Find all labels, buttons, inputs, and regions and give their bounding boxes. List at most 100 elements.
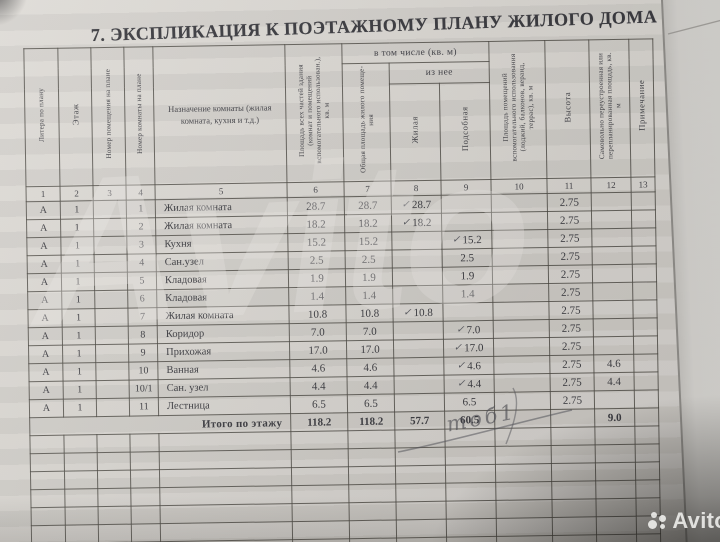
cell-col8 bbox=[392, 285, 443, 304]
cell-col10 bbox=[493, 373, 551, 393]
cell-col7: 7.0 bbox=[346, 321, 394, 341]
empty-cell bbox=[159, 449, 292, 470]
empty-cell bbox=[64, 452, 98, 472]
empty-cell bbox=[64, 488, 99, 508]
cell-col4: 8 bbox=[128, 325, 158, 345]
cell-col5: Кладовая bbox=[156, 287, 289, 308]
empty-cell bbox=[159, 467, 292, 488]
cell-col8: ✓ 28.7 bbox=[391, 195, 442, 214]
cell-col9: ✓ 7.0 bbox=[443, 320, 494, 340]
column-number: 9 bbox=[440, 179, 492, 196]
empty-cell bbox=[159, 485, 293, 506]
cell-col12 bbox=[594, 390, 635, 409]
cell-col13 bbox=[633, 371, 659, 391]
column-number: 13 bbox=[630, 176, 656, 193]
cell-col10 bbox=[492, 247, 549, 267]
empty-cell bbox=[63, 434, 98, 454]
empty-cell bbox=[550, 426, 596, 446]
cell-col5: Ванная bbox=[157, 359, 291, 380]
cell-col13 bbox=[632, 299, 658, 319]
cell-col10 bbox=[491, 211, 548, 231]
column-number: 8 bbox=[390, 180, 442, 196]
empty-cell bbox=[495, 481, 552, 501]
empty-cell bbox=[495, 463, 552, 483]
empty-cell bbox=[396, 519, 447, 538]
empty-cell bbox=[31, 507, 66, 526]
empty-cell bbox=[594, 426, 636, 445]
cell-col3 bbox=[93, 200, 127, 219]
cell-col4: 10 bbox=[128, 361, 159, 381]
cell-col12 bbox=[591, 228, 633, 247]
empty-cell bbox=[130, 451, 160, 471]
cell-col2: 1 bbox=[63, 398, 97, 418]
col-header-5: Назначение комнаты (жилая комната, кухня… bbox=[152, 44, 287, 185]
cell-col13 bbox=[631, 209, 656, 229]
cell-col8 bbox=[391, 231, 443, 250]
pencil-checkmark: ✓ bbox=[456, 359, 466, 371]
empty-cell bbox=[445, 500, 497, 520]
column-number: 11 bbox=[546, 177, 592, 194]
empty-cell bbox=[29, 435, 65, 454]
cell-col11: 2.75 bbox=[548, 300, 594, 320]
col-header-6: Площадь всех частей здания (комнат и пом… bbox=[284, 43, 344, 183]
cell-col11: 2.75 bbox=[548, 246, 593, 266]
cell-col4: 5 bbox=[127, 271, 157, 291]
cell-col11: 2.75 bbox=[547, 192, 592, 212]
cell-col7: 15.2 bbox=[344, 231, 393, 251]
cell-col7: 28.7 bbox=[344, 195, 392, 215]
pencil-checkmark: ✓ bbox=[453, 341, 463, 354]
cell-col10 bbox=[493, 319, 550, 339]
empty-cell bbox=[552, 534, 597, 542]
empty-cell bbox=[292, 520, 350, 540]
empty-cell bbox=[130, 487, 161, 507]
cell-col1: А bbox=[28, 363, 64, 382]
cell-col2: 1 bbox=[63, 380, 97, 400]
cell-col13 bbox=[633, 335, 658, 355]
cell-col4: 7 bbox=[127, 307, 158, 327]
cell-col8 bbox=[393, 321, 444, 340]
cell-col5: Коридор bbox=[157, 323, 290, 344]
cell-col9: 1.4 bbox=[442, 284, 493, 304]
empty-cell bbox=[97, 470, 131, 489]
col-header-label: Общая площадь жилого помеще­ния bbox=[357, 66, 375, 174]
col-header-label: Номер помещения на плане bbox=[103, 69, 113, 159]
col-header-9: Подсобная bbox=[439, 82, 491, 181]
cell-col11: 2.75 bbox=[547, 210, 592, 230]
cell-col4: 4 bbox=[127, 253, 157, 273]
cell-col1: А bbox=[26, 219, 61, 238]
empty-cell bbox=[634, 425, 660, 445]
cell-col8 bbox=[394, 375, 445, 394]
cell-col1: А bbox=[29, 381, 64, 400]
col-header-label: Номер комнаты на плане bbox=[134, 73, 144, 154]
cell-col5: Жилая комната bbox=[156, 305, 290, 326]
col-header-13: Примечание bbox=[628, 38, 655, 178]
col-header-1: Литера по плану bbox=[23, 48, 60, 187]
cell-col6: 4.6 bbox=[289, 358, 348, 378]
pencil-checkmark: ✓ bbox=[456, 323, 465, 335]
empty-cell bbox=[596, 516, 637, 535]
empty-cell bbox=[551, 462, 596, 482]
column-number: 3 bbox=[92, 185, 127, 201]
table-body: 1 2 3 4 5 6 7 8 9 10 11 12 13 А 1 1 Жилая комната 28.7 28.… bbox=[25, 176, 661, 542]
empty-cell bbox=[635, 461, 660, 481]
cell-col3 bbox=[94, 254, 128, 273]
cell-col12 bbox=[592, 282, 633, 301]
cell-col2: 1 bbox=[62, 326, 96, 346]
cell-col11: 2.75 bbox=[549, 354, 594, 374]
empty-cell bbox=[291, 448, 349, 468]
empty-cell bbox=[445, 446, 496, 466]
col-header-3: Номер помещения на плане bbox=[90, 47, 126, 186]
cell-col8: ✓ 10.8 bbox=[392, 303, 444, 322]
cell-col4: 9 bbox=[128, 343, 158, 363]
cell-col2: 1 bbox=[61, 254, 95, 274]
empty-cell bbox=[348, 465, 396, 485]
cell-col6: 7.0 bbox=[289, 322, 347, 342]
empty-cell bbox=[495, 499, 553, 519]
cell-col12 bbox=[593, 336, 634, 355]
cell-col2: 1 bbox=[60, 218, 94, 238]
column-number: 10 bbox=[490, 178, 548, 195]
cell-col4: 1 bbox=[126, 199, 156, 219]
cell-col9: ✓ 4.6 bbox=[443, 356, 494, 376]
empty-cell bbox=[635, 443, 660, 463]
